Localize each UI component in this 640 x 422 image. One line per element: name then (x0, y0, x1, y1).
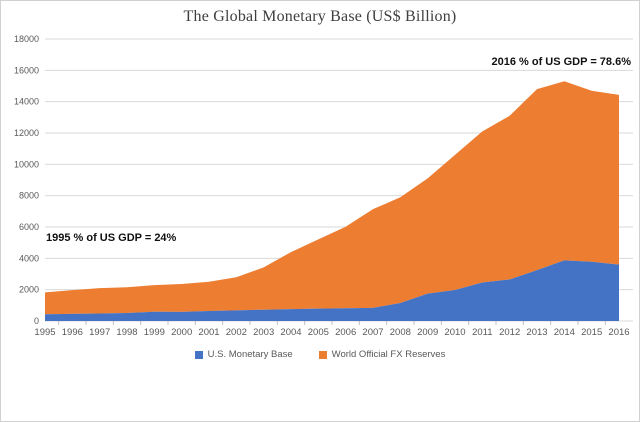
legend-item-us-monetary-base: U.S. Monetary Base (194, 349, 293, 360)
stacked-area-plot: 0 2000 4000 6000 8000 10000 12000 14000 16000 180… (14, 34, 633, 338)
svg-text:2016: 2016 (608, 327, 629, 338)
annotation-1995-gdp: 1995 % of US GDP = 24% (46, 232, 177, 244)
legend-swatch-orange-icon (318, 350, 327, 359)
legend-swatch-blue-icon (194, 350, 203, 359)
svg-text:0: 0 (34, 316, 39, 326)
legend-label: World Official FX Reserves (331, 349, 446, 360)
chart-legend: U.S. Monetary Base World Official FX Res… (1, 349, 639, 360)
svg-text:2015: 2015 (581, 327, 602, 338)
svg-text:2000: 2000 (171, 327, 192, 338)
svg-text:18000: 18000 (14, 34, 39, 44)
svg-text:1996: 1996 (62, 327, 83, 338)
svg-text:2007: 2007 (362, 327, 383, 338)
svg-text:1997: 1997 (89, 327, 110, 338)
svg-text:1999: 1999 (144, 327, 165, 338)
svg-text:4000: 4000 (19, 253, 39, 263)
svg-text:2013: 2013 (526, 327, 547, 338)
svg-text:2002: 2002 (226, 327, 247, 338)
svg-text:2010: 2010 (444, 327, 465, 338)
svg-text:2009: 2009 (417, 327, 438, 338)
svg-text:2006: 2006 (335, 327, 356, 338)
svg-text:8000: 8000 (19, 191, 39, 201)
svg-text:10000: 10000 (14, 159, 39, 169)
svg-text:16000: 16000 (14, 65, 39, 75)
svg-text:2001: 2001 (198, 327, 219, 338)
svg-text:2003: 2003 (253, 327, 274, 338)
svg-text:12000: 12000 (14, 128, 39, 138)
svg-text:14000: 14000 (14, 97, 39, 107)
svg-text:2012: 2012 (499, 327, 520, 338)
svg-text:1995: 1995 (34, 327, 55, 338)
svg-text:2000: 2000 (19, 285, 39, 295)
svg-text:2011: 2011 (472, 327, 492, 338)
chart-title: The Global Monetary Base (US$ Billion) (183, 8, 457, 25)
legend-item-world-fx-reserves: World Official FX Reserves (318, 349, 446, 360)
svg-text:2004: 2004 (280, 327, 301, 338)
svg-text:6000: 6000 (19, 222, 39, 232)
svg-text:2008: 2008 (390, 327, 411, 338)
svg-text:2005: 2005 (308, 327, 329, 338)
annotation-2016-gdp: 2016 % of US GDP = 78.6% (491, 56, 631, 68)
legend-label: U.S. Monetary Base (207, 349, 293, 360)
svg-text:2014: 2014 (554, 327, 575, 338)
svg-text:1998: 1998 (116, 327, 137, 338)
